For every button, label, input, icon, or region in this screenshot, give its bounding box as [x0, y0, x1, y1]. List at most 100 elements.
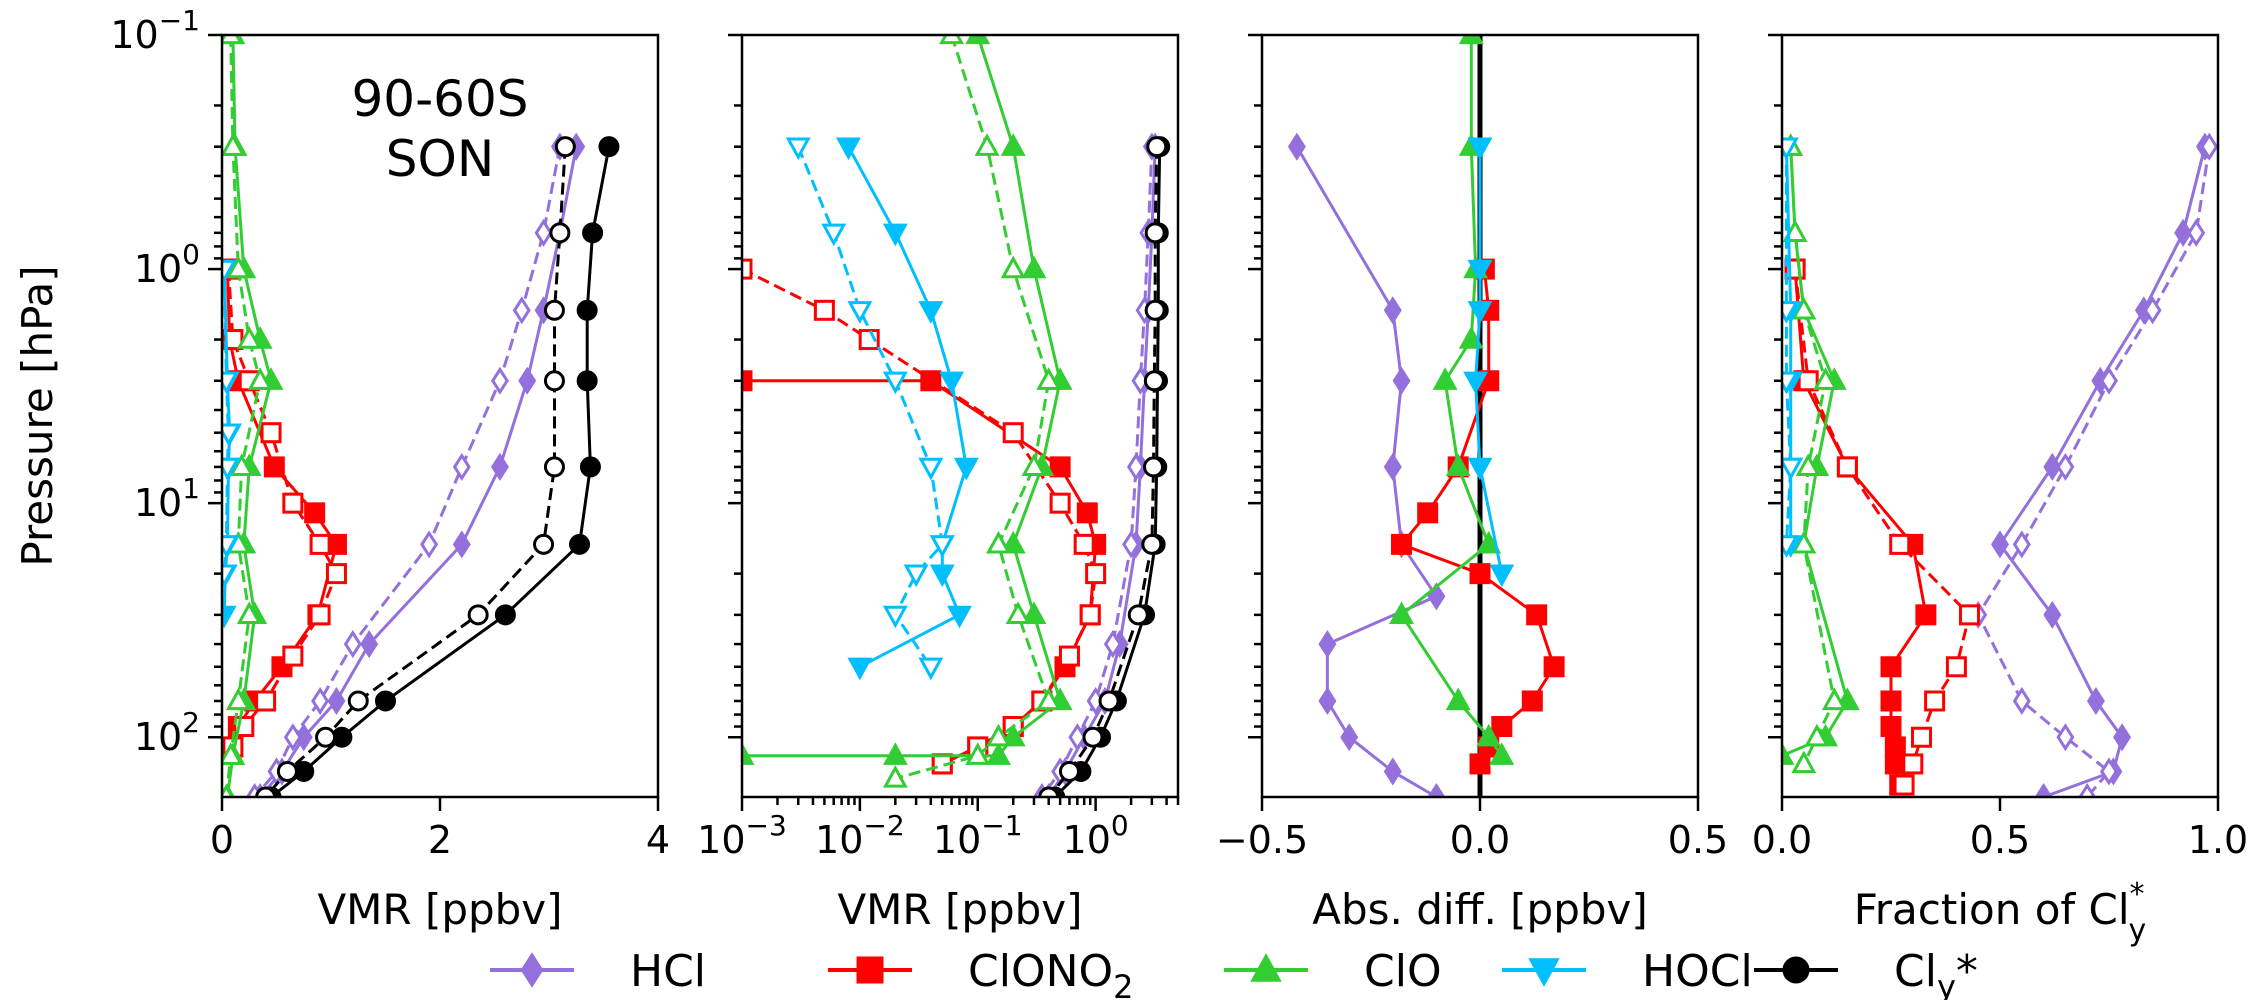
series-clo-filled: [742, 35, 1073, 765]
legend-item-clono: ClONO2: [828, 946, 1134, 1000]
data-point: [882, 371, 908, 395]
data-point: [1000, 133, 1026, 156]
panel-3: −0.5 0.0 0.5 Abs. diff. [ppbv]: [1216, 33, 1728, 934]
series-line: [1474, 146, 1504, 574]
x-axis-label: Abs. diff. [ppbv]: [1312, 885, 1648, 934]
data-point: [785, 137, 811, 161]
data-point: [311, 686, 330, 716]
series-clono2-filled: [1391, 258, 1565, 775]
data-point: [939, 371, 965, 395]
data-point: [1469, 563, 1491, 585]
data-point: [276, 760, 298, 782]
x-tick-label: 10−2: [815, 809, 905, 862]
series-cly-open: [255, 136, 576, 797]
y-axis-label: Pressure [hPa]: [13, 265, 62, 566]
data-point: [1021, 255, 1047, 279]
data-point: [1318, 630, 1337, 659]
data-point: [1782, 535, 1799, 558]
x-tick-label: 0.5: [1668, 818, 1728, 862]
data-point: [1893, 774, 1915, 796]
series-hcl-filled: [251, 132, 586, 797]
series-hocl-open: [785, 137, 955, 681]
plot-area: [1287, 35, 1565, 797]
data-point: [543, 370, 565, 392]
data-point: [821, 223, 847, 247]
x-tick-label: −0.5: [1216, 818, 1308, 862]
data-point: [1476, 530, 1502, 554]
data-point: [543, 456, 565, 478]
data-point: [1143, 370, 1165, 392]
data-point: [452, 452, 471, 481]
data-point: [918, 457, 944, 481]
data-point: [2034, 782, 2053, 797]
data-point: [1073, 533, 1095, 555]
data-point: [1287, 132, 1306, 161]
data-point: [1085, 563, 1107, 585]
data-point: [240, 804, 258, 822]
data-point: [576, 299, 598, 321]
data-point: [742, 370, 753, 392]
x-axis-label: Fraction of Cl* y: [1854, 877, 2147, 948]
plot-area: [1782, 132, 2218, 797]
series-line: [1044, 146, 1159, 797]
data-point: [1782, 371, 1799, 395]
series-clo-filled: [1389, 35, 1515, 765]
y-tick-label: 10−1: [110, 4, 200, 57]
data-point: [847, 301, 873, 324]
data-point: [543, 299, 565, 321]
legend-label: HCl: [630, 946, 706, 997]
data-point: [918, 657, 944, 681]
data-point: [283, 723, 302, 752]
data-point: [2012, 530, 2031, 559]
series-hcl-open: [245, 132, 569, 797]
series-line: [796, 146, 944, 668]
data-point: [1002, 422, 1024, 444]
data-point: [929, 564, 955, 588]
x-tick-label: 0.0: [1450, 818, 1510, 862]
data-point: [222, 535, 239, 558]
data-point: [1000, 723, 1026, 747]
data-point: [315, 726, 337, 748]
data-point: [1038, 786, 1060, 797]
series-hocl-filled: [1463, 137, 1515, 588]
data-point: [1392, 366, 1411, 395]
data-point: [1489, 742, 1515, 765]
y-ticks: [1768, 33, 1782, 739]
data-point: [1432, 367, 1458, 390]
data-point: [1945, 656, 1967, 678]
x-ticks: 0 2 4: [210, 797, 670, 862]
data-point: [533, 533, 555, 555]
data-point: [1383, 296, 1402, 325]
y-ticks: 10−1 100 101 102: [110, 4, 222, 759]
x-tick-label: 4: [646, 818, 670, 862]
data-point: [986, 723, 1011, 747]
legend-marker: [1782, 956, 1810, 984]
data-point: [309, 533, 331, 555]
data-point: [225, 255, 251, 279]
data-point: [974, 133, 1000, 156]
series-cly-filled: [240, 136, 620, 822]
data-point: [1880, 716, 1902, 738]
data-point: [947, 605, 972, 629]
data-point: [1782, 137, 1799, 161]
series-line: [258, 146, 578, 797]
axes-frame: [1780, 33, 2220, 799]
data-point: [2200, 132, 2218, 161]
data-point: [452, 530, 471, 559]
plot-area: [222, 35, 620, 822]
series-hocl-open: [222, 259, 241, 588]
data-point: [225, 687, 251, 711]
data-point: [1458, 35, 1484, 45]
series-line: [1976, 146, 2211, 797]
data-point: [1389, 601, 1414, 624]
data-point: [554, 136, 576, 158]
data-point: [222, 423, 241, 447]
data-point: [1782, 301, 1799, 324]
data-point: [1458, 326, 1484, 349]
data-point: [1467, 457, 1493, 481]
data-point: [1884, 753, 1906, 775]
data-point: [490, 452, 509, 481]
series-line: [1295, 145, 1440, 797]
data-point: [1144, 299, 1166, 321]
